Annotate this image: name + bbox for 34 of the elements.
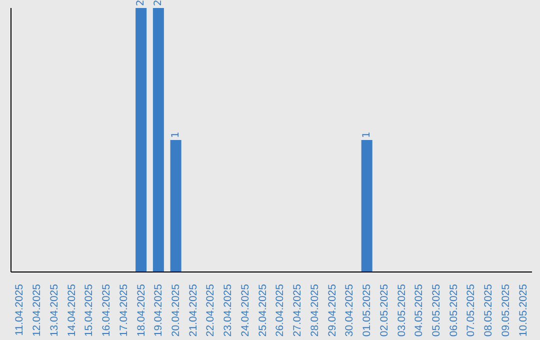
data-label: 1 — [170, 132, 182, 138]
x-tick-label: 08.05.2025 — [482, 284, 495, 337]
x-tick-label: 20.04.2025 — [170, 284, 182, 337]
x-tick-label: 12.04.2025 — [31, 284, 44, 337]
x-tick-label: 11.04.2025 — [14, 284, 26, 336]
x-tick-label: 26.04.2025 — [274, 284, 286, 337]
x-tick-label: 28.04.2025 — [308, 284, 321, 337]
x-tick-label: 15.04.2025 — [83, 284, 96, 337]
x-tick-label: 10.05.2025 — [517, 284, 530, 337]
x-tick-label: 04.05.2025 — [413, 284, 426, 337]
x-tick-label: 06.05.2025 — [448, 284, 460, 337]
x-tick-label: 29.04.2025 — [326, 284, 338, 337]
x-tick-label: 07.05.2025 — [465, 284, 478, 337]
x-tick-label: 21.04.2025 — [187, 284, 200, 337]
x-tick-label: 02.05.2025 — [378, 284, 390, 337]
x-tick-label: 13.04.2025 — [48, 284, 60, 337]
x-tick-label: 30.04.2025 — [344, 284, 356, 337]
x-tick-label: 16.04.2025 — [100, 284, 113, 337]
x-tick-label: 09.05.2025 — [500, 284, 512, 337]
x-tick-label: 27.04.2025 — [292, 284, 304, 337]
data-label: 2 — [136, 0, 147, 6]
x-tick-label: 14.04.2025 — [66, 284, 78, 337]
x-tick-label: 23.04.2025 — [222, 284, 234, 337]
x-tick-label: 24.04.2025 — [239, 284, 252, 337]
x-tick-label: 01.05.2025 — [361, 284, 374, 337]
x-tick-label: 18.04.2025 — [135, 284, 148, 337]
data-label: 1 — [361, 132, 372, 138]
x-tick-label: 05.05.2025 — [430, 284, 442, 337]
x-tick-label: 19.04.2025 — [152, 284, 165, 337]
x-tick-label: 17.04.2025 — [118, 284, 130, 337]
x-tick-label: 22.04.2025 — [204, 284, 217, 337]
x-tick-label: 03.05.2025 — [396, 284, 408, 337]
data-label: 2 — [152, 0, 164, 6]
x-tick-label: 25.04.2025 — [256, 284, 269, 337]
